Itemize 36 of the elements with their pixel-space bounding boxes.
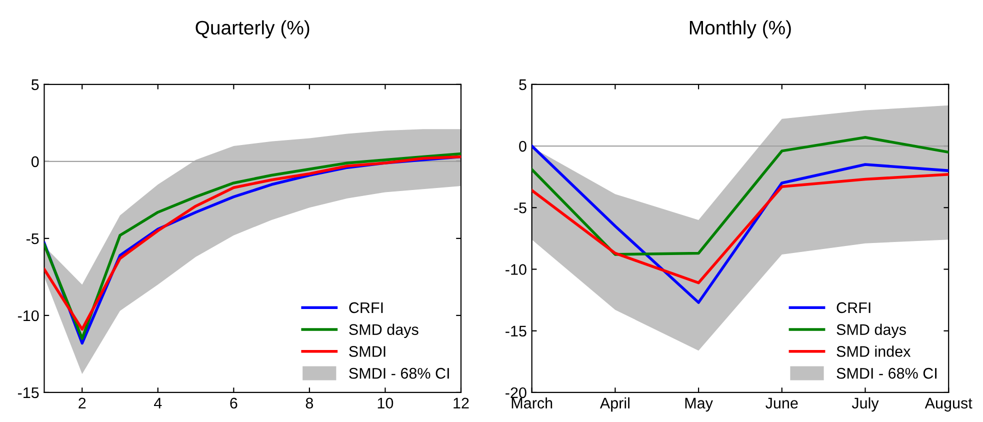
x-tick-label: June — [766, 398, 798, 409]
x-tick-label: May — [685, 398, 713, 412]
legend-label: SMD index — [836, 346, 911, 357]
y-tick-label: -15 — [506, 326, 526, 337]
y-tick-label: -15 — [18, 387, 39, 398]
y-tick-label: -10 — [506, 264, 526, 275]
legend-label: SMD days — [836, 324, 906, 338]
x-tick-label: 10 — [378, 398, 394, 409]
line-series — [532, 136, 949, 256]
y-tick-label: 0 — [519, 140, 526, 152]
x-tick-label: 6 — [230, 398, 238, 409]
legend-label: CRFI — [349, 302, 383, 314]
x-tick-label: July — [852, 397, 879, 412]
y-tick-label: 5 — [519, 79, 526, 90]
line-series — [532, 144, 949, 304]
x-tick-label: August — [924, 398, 972, 412]
y-tick-label: 0 — [31, 156, 39, 168]
chart-title: Quarterly (%) — [196, 20, 310, 38]
y-tick-label: 5 — [31, 79, 39, 90]
legend-label: SMD days — [349, 324, 418, 338]
legend-label: SMDI — [349, 346, 386, 357]
x-tick-label: March — [512, 397, 552, 409]
legend-label: CRFI — [836, 302, 870, 314]
x-tick-label: 8 — [306, 398, 314, 409]
annotation: SMDI - 68% CI — [349, 368, 449, 379]
x-tick-label: 12 — [454, 398, 469, 408]
annotation: SMDI - 68% CI — [836, 368, 936, 379]
y-tick-label: -5 — [26, 233, 39, 244]
x-tick-label: 4 — [154, 398, 162, 408]
y-tick-label: -10 — [18, 310, 39, 322]
line-series — [532, 172, 949, 284]
y-tick-label: -5 — [514, 202, 526, 214]
x-tick-label: 2 — [78, 398, 86, 408]
y-tick-label: -20 — [506, 387, 526, 398]
x-tick-label: April — [600, 397, 630, 412]
chart-title: Monthly (%) — [690, 20, 791, 38]
